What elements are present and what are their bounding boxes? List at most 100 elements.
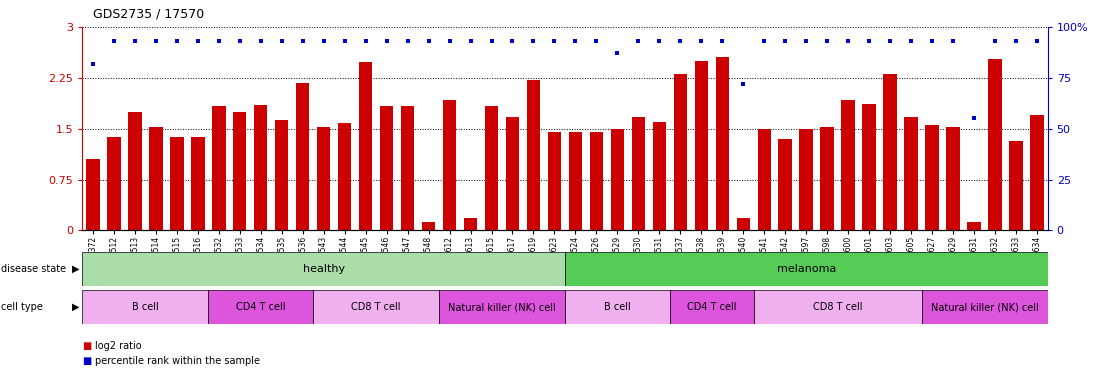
Text: CD4 T cell: CD4 T cell [236, 302, 285, 312]
Bar [779, 139, 792, 230]
Bar [694, 61, 709, 230]
Bar [170, 137, 183, 230]
Text: ▶: ▶ [72, 302, 80, 312]
Bar [800, 129, 813, 230]
Point [273, 38, 291, 44]
Bar [921, 290, 1048, 324]
Bar [589, 132, 603, 230]
Text: disease state: disease state [1, 264, 66, 274]
Text: ■: ■ [82, 341, 91, 351]
Text: log2 ratio: log2 ratio [95, 341, 143, 351]
Bar [736, 218, 750, 230]
Text: Natural killer (NK) cell: Natural killer (NK) cell [448, 302, 556, 312]
Point [903, 38, 920, 44]
Bar [191, 137, 204, 230]
Point [945, 38, 962, 44]
Point [294, 38, 312, 44]
Bar [208, 290, 313, 324]
Bar [926, 125, 939, 230]
Point [168, 38, 185, 44]
Text: melanoma: melanoma [777, 264, 836, 274]
Bar [883, 74, 897, 230]
Bar [313, 290, 439, 324]
Bar [904, 117, 918, 230]
Point [777, 38, 794, 44]
Text: CD8 T cell: CD8 T cell [351, 302, 400, 312]
Text: GDS2735 / 17570: GDS2735 / 17570 [93, 8, 204, 21]
Bar [1009, 141, 1024, 230]
Point [1007, 38, 1025, 44]
Point [882, 38, 900, 44]
Point [504, 38, 521, 44]
Point [336, 38, 353, 44]
Bar [82, 290, 208, 324]
Bar [653, 122, 666, 230]
Point [252, 38, 270, 44]
Text: percentile rank within the sample: percentile rank within the sample [95, 356, 260, 366]
Point [839, 38, 857, 44]
Point [189, 38, 206, 44]
Bar [527, 80, 541, 230]
Bar [421, 222, 436, 230]
Point [965, 115, 983, 121]
Text: CD8 T cell: CD8 T cell [813, 302, 862, 312]
Bar [296, 83, 309, 230]
Text: ▶: ▶ [72, 264, 80, 274]
Text: cell type: cell type [1, 302, 43, 312]
Point [105, 38, 123, 44]
Bar [464, 218, 477, 230]
Point [692, 38, 710, 44]
Bar [968, 222, 981, 230]
Bar [947, 127, 960, 230]
Point [860, 38, 878, 44]
Bar [443, 100, 456, 230]
Bar [253, 105, 268, 230]
Bar [149, 127, 162, 230]
Point [567, 38, 585, 44]
Bar [674, 74, 687, 230]
Point [524, 38, 542, 44]
Text: Natural killer (NK) cell: Natural killer (NK) cell [930, 302, 1039, 312]
Point [588, 38, 606, 44]
Point [441, 38, 459, 44]
Bar [82, 252, 565, 286]
Bar [758, 129, 771, 230]
Bar [506, 117, 519, 230]
Bar [754, 290, 921, 324]
Point [924, 38, 941, 44]
Bar [547, 132, 562, 230]
Bar [439, 290, 565, 324]
Bar [565, 252, 1048, 286]
Point [545, 38, 563, 44]
Text: B cell: B cell [604, 302, 631, 312]
Bar [275, 121, 289, 230]
Bar [106, 137, 121, 230]
Bar [233, 112, 247, 230]
Bar [841, 100, 855, 230]
Bar [565, 290, 670, 324]
Point [315, 38, 332, 44]
Bar [485, 106, 498, 230]
Point [671, 38, 689, 44]
Point [609, 50, 626, 56]
Bar [611, 129, 624, 230]
Point [84, 60, 102, 66]
Point [462, 38, 479, 44]
Point [756, 38, 773, 44]
Bar [862, 104, 877, 230]
Bar [86, 159, 100, 230]
Point [126, 38, 144, 44]
Bar [128, 112, 142, 230]
Bar [568, 132, 583, 230]
Text: CD4 T cell: CD4 T cell [687, 302, 736, 312]
Bar [821, 127, 834, 230]
Bar [359, 62, 372, 230]
Bar [400, 106, 415, 230]
Bar [715, 58, 730, 230]
Bar [632, 117, 645, 230]
Point [377, 38, 395, 44]
Point [230, 38, 248, 44]
Point [1028, 38, 1045, 44]
Text: healthy: healthy [303, 264, 344, 274]
Point [420, 38, 438, 44]
